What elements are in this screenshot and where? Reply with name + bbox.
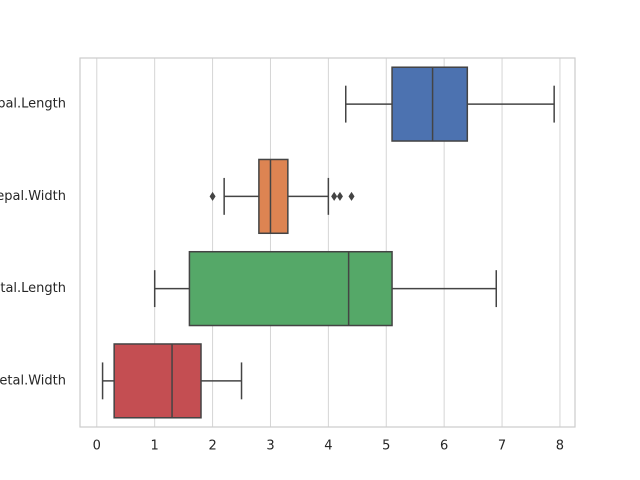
- y-tick-label: Petal.Width: [0, 373, 66, 388]
- x-tick-label: 5: [382, 439, 390, 454]
- box: [188, 250, 393, 327]
- x-tick-label: 2: [208, 439, 216, 454]
- x-tick-label: 6: [440, 439, 448, 454]
- y-tick-label: Sepal.Width: [0, 189, 66, 204]
- x-tick-label: 7: [498, 439, 506, 454]
- box: [258, 158, 289, 235]
- y-tick-label: Petal.Length: [0, 281, 66, 296]
- x-tick-label: 1: [151, 439, 159, 454]
- box: [113, 343, 202, 419]
- y-tick-label: Sepal.Length: [0, 97, 66, 112]
- x-tick-label: 8: [556, 439, 564, 454]
- box: [391, 66, 469, 142]
- outlier: [209, 191, 216, 201]
- x-tick-label: 0: [93, 439, 101, 454]
- outlier: [348, 191, 355, 201]
- outlier: [336, 191, 343, 201]
- x-tick-label: 4: [324, 439, 332, 454]
- x-tick-label: 3: [266, 439, 274, 454]
- outlier: [331, 191, 338, 201]
- plot-frame: [79, 57, 576, 428]
